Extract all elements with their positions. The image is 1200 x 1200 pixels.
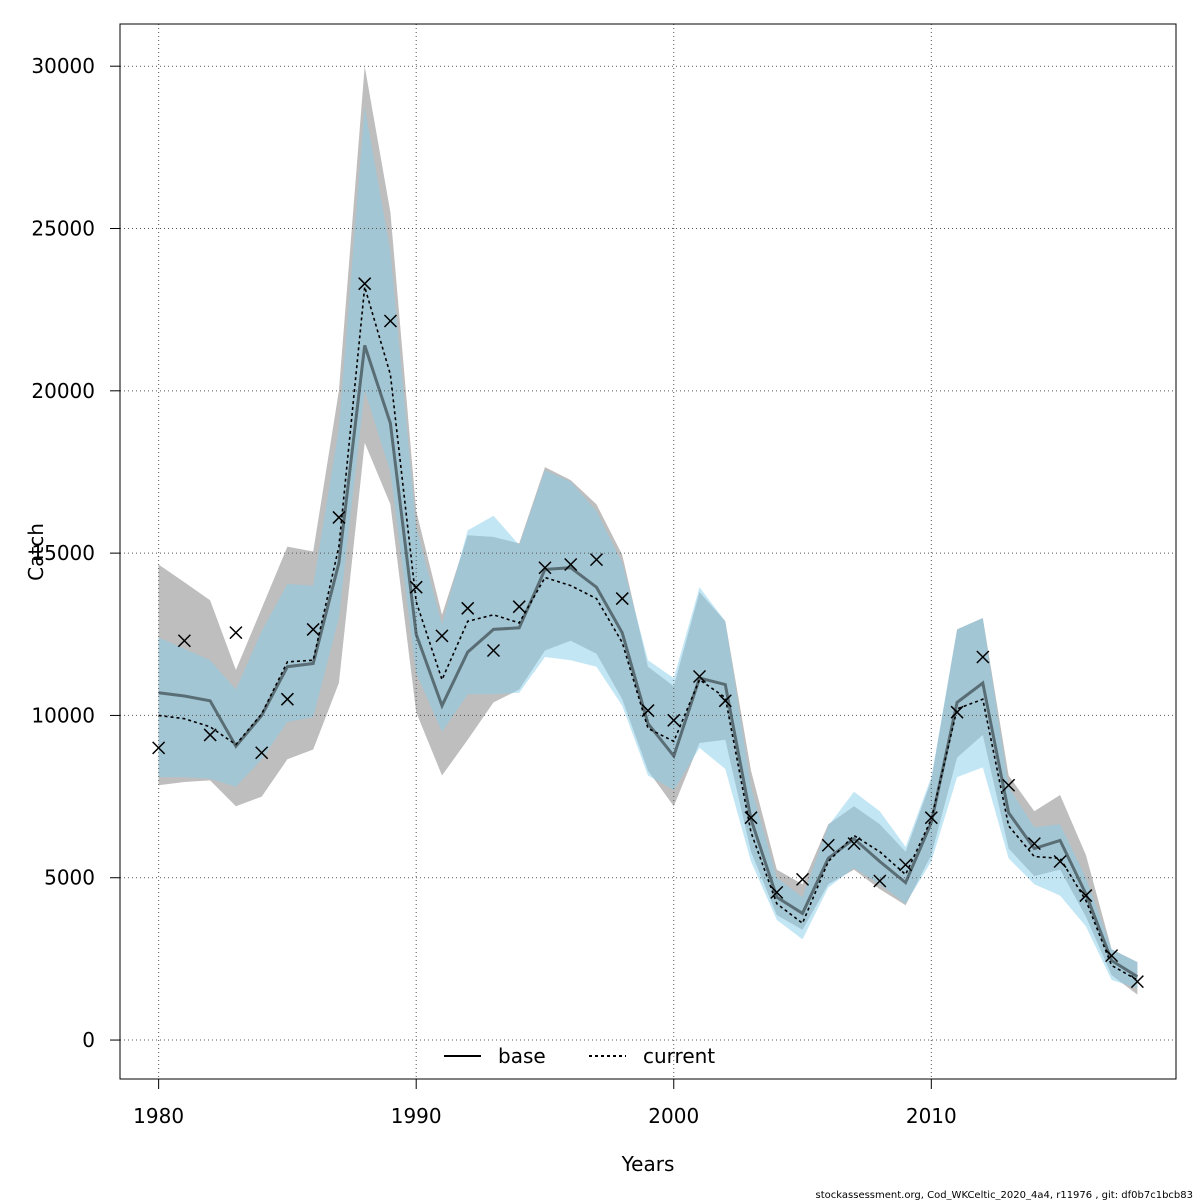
observed-point-2010 xyxy=(924,811,938,825)
observed-point-2008 xyxy=(873,874,887,888)
x-tick-label-2010: 2010 xyxy=(906,1104,957,1128)
x-axis-title: Years xyxy=(621,1152,675,1176)
observed-point-1993 xyxy=(486,643,500,658)
y-tick-label-10000: 10000 xyxy=(31,703,95,727)
observed-point-1987 xyxy=(332,510,346,524)
band-base xyxy=(158,66,1138,995)
observed-point-1989 xyxy=(383,314,397,328)
observed-point-2013 xyxy=(1002,778,1016,792)
observed-point-1985 xyxy=(280,692,294,706)
band-current xyxy=(158,106,1138,989)
observed-point-1984 xyxy=(255,746,269,760)
x-axis: 1980 1990 2000 2010 xyxy=(133,1079,957,1128)
y-tick-label-5000: 5000 xyxy=(44,866,95,890)
legend: base current xyxy=(444,1044,715,1068)
y-axis: 0 5000 10000 15000 20000 25000 30000 xyxy=(31,54,120,1052)
observed-point-1997 xyxy=(589,553,604,567)
observed-point-1982 xyxy=(203,728,217,742)
observed-point-2017 xyxy=(1105,949,1119,963)
y-tick-label-0: 0 xyxy=(82,1028,95,1052)
observed-point-2005 xyxy=(796,872,810,886)
confidence-bands xyxy=(158,66,1138,995)
x-tick-label-2000: 2000 xyxy=(648,1104,699,1128)
observed-point-2004 xyxy=(770,885,784,899)
y-tick-label-15000: 15000 xyxy=(31,541,95,565)
observed-point-1999 xyxy=(641,704,655,718)
observed-point-2015 xyxy=(1053,854,1067,869)
observed-point-1983 xyxy=(229,626,243,640)
observed-point-2002 xyxy=(718,694,732,708)
grid-lines xyxy=(120,24,1176,1079)
x-tick-label-1980: 1980 xyxy=(133,1104,184,1128)
observed-point-2018 xyxy=(1130,975,1144,989)
y-tick-label-30000: 30000 xyxy=(31,54,95,78)
observed-point-1981 xyxy=(177,634,191,648)
observed-point-2001 xyxy=(692,669,707,684)
observed-point-1992 xyxy=(461,601,475,615)
observed-point-2006 xyxy=(821,838,835,852)
observed-point-2003 xyxy=(744,811,758,825)
observed-point-1996 xyxy=(564,557,578,572)
observed-point-2016 xyxy=(1079,889,1093,903)
legend-base-label: base xyxy=(498,1044,546,1068)
plot-frame xyxy=(119,23,1177,1080)
observed-point-1986 xyxy=(306,622,320,636)
observed-point-2011 xyxy=(950,705,964,719)
legend-current-label: current xyxy=(643,1044,715,1068)
series-lines xyxy=(158,286,1139,981)
observed-point-2000 xyxy=(667,713,681,727)
observed-point-2014 xyxy=(1027,837,1041,851)
observed-point-1998 xyxy=(615,592,629,606)
series-line-base xyxy=(158,344,1139,978)
observed-point-1988 xyxy=(358,277,372,291)
y-tick-label-20000: 20000 xyxy=(31,379,95,403)
observed-point-1980 xyxy=(152,741,166,755)
observed-point-2007 xyxy=(847,837,861,851)
y-tick-label-25000: 25000 xyxy=(31,217,95,241)
observed-point-1991 xyxy=(435,629,449,643)
footer-credit: stockassessment.org, Cod_WKCeltic_2020_4… xyxy=(816,1190,1193,1200)
observed-point-1990 xyxy=(409,580,423,594)
observed-points xyxy=(152,277,1144,989)
observed-point-2012 xyxy=(976,650,990,664)
y-axis-title: Catch xyxy=(24,523,48,581)
observed-point-2009 xyxy=(899,858,913,872)
series-line-current xyxy=(158,286,1138,981)
x-tick-label-1990: 1990 xyxy=(391,1104,442,1128)
observed-point-1994 xyxy=(512,600,526,614)
observed-point-1995 xyxy=(538,561,552,575)
